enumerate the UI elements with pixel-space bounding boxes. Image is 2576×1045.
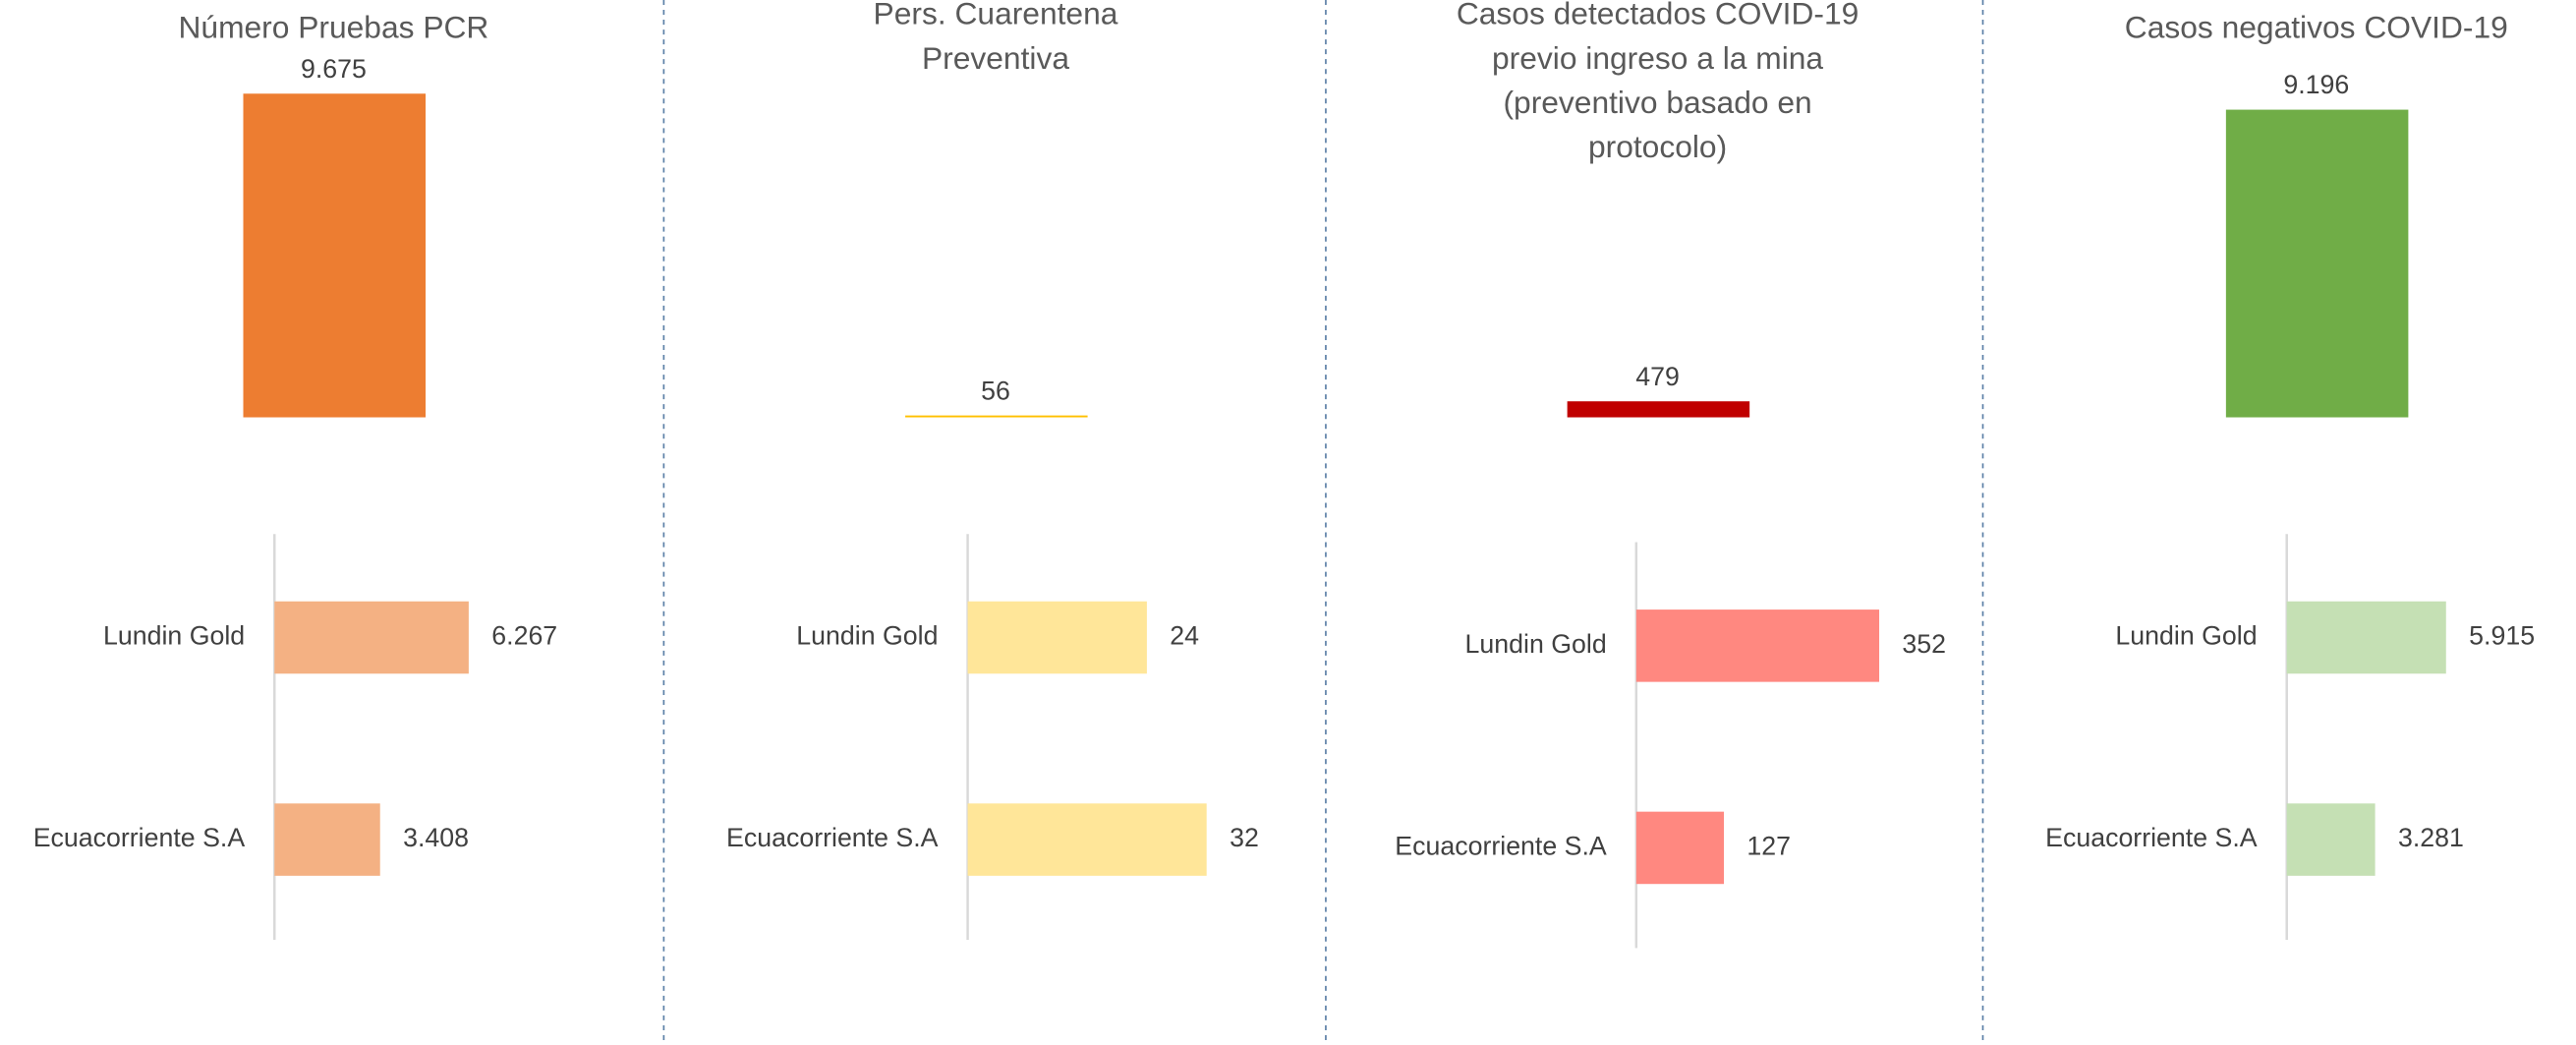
bar (967, 601, 1147, 674)
bar (274, 803, 380, 876)
category-label: Lundin Gold (796, 621, 938, 651)
value-label: 24 (1170, 621, 1199, 651)
total-bar (1567, 401, 1750, 418)
category-label: Ecuacorriente S.A (33, 823, 246, 852)
bar (274, 601, 469, 674)
value-label: 127 (1746, 831, 1791, 860)
category-label: Ecuacorriente S.A (1395, 831, 1607, 860)
panel-title: Casos negativos COVID-19 (2125, 9, 2508, 44)
bar (1635, 610, 1880, 682)
value-label: 6.267 (491, 621, 557, 651)
panel-title: Casos detectados COVID-19 previo ingreso … (1457, 0, 1859, 164)
panel-title: Número Pruebas PCR (178, 9, 488, 44)
bar (2286, 803, 2376, 876)
category-label: Ecuacorriente S.A (2045, 823, 2258, 852)
total-bar (905, 415, 1088, 418)
bar (2286, 601, 2446, 674)
category-label: Lundin Gold (1465, 629, 1607, 659)
panel-title: Pers. Cuarentena Preventiva (874, 0, 1118, 76)
total-label: 479 (1635, 362, 1680, 391)
total-bar (2225, 109, 2409, 418)
bar (967, 803, 1207, 876)
category-label: Ecuacorriente S.A (726, 823, 939, 852)
value-label: 3.281 (2398, 823, 2464, 852)
value-label: 352 (1902, 629, 1946, 659)
value-label: 32 (1230, 823, 1259, 852)
total-label: 9.196 (2283, 70, 2349, 99)
value-label: 5.915 (2469, 621, 2535, 651)
total-label: 9.675 (301, 54, 367, 84)
category-label: Lundin Gold (2115, 621, 2257, 651)
total-bar (243, 93, 427, 418)
category-label: Lundin Gold (103, 621, 245, 651)
bar (1635, 811, 1725, 885)
total-label: 56 (981, 376, 1010, 405)
value-label: 3.408 (403, 823, 469, 852)
